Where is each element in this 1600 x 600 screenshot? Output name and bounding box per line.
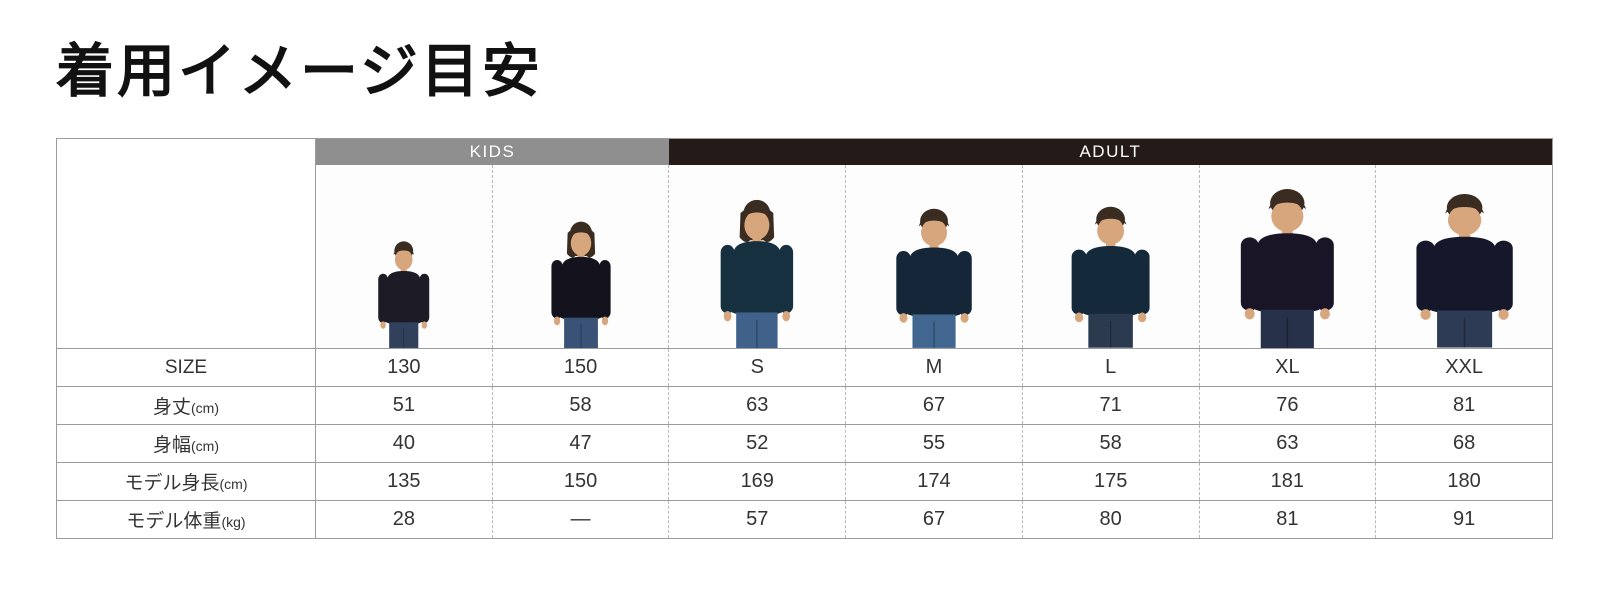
model-photo-row [56,164,1553,349]
model-figure-s [721,199,794,348]
size-chart-table: KIDS ADULT SIZE 130 150 S M L [56,138,1553,539]
model-photo-130 [315,164,493,349]
model-weight-row: モデル体重(kg) 28 — 57 67 80 81 91 [56,500,1553,539]
table-cell: 180 [1375,462,1553,501]
table-cell: 63 [1198,424,1376,463]
table-cell: 81 [1198,500,1376,539]
table-cell: S [668,348,846,387]
model-photo-xxl [1375,164,1553,349]
model-photo-xl [1198,164,1376,349]
body-length-row: 身丈(cm) 51 58 63 67 71 76 81 [56,386,1553,425]
model-figure-xxl [1415,194,1513,348]
model-figure-m [896,208,972,348]
row-label-model-height: モデル身長(cm) [56,462,316,501]
table-cell: 91 [1375,500,1553,539]
table-cell: 58 [1021,424,1200,463]
table-cell: 55 [845,424,1023,463]
table-cell: 63 [668,386,846,425]
table-cell: 169 [668,462,846,501]
table-cell: 47 [491,424,669,463]
model-figure-l [1071,207,1150,348]
model-photo-m [845,164,1023,349]
table-cell: 28 [315,500,493,539]
table-cell: 150 [491,348,669,387]
table-cell: 71 [1021,386,1200,425]
row-label-model-weight: モデル体重(kg) [56,500,316,539]
table-cell: 135 [315,462,493,501]
model-height-row: モデル身長(cm) 135 150 169 174 175 181 180 [56,462,1553,501]
model-figure-130 [378,241,430,348]
table-cell: 81 [1375,386,1553,425]
table-cell: 58 [491,386,669,425]
table-cell: 51 [315,386,493,425]
table-cell: 174 [845,462,1023,501]
table-cell: 40 [315,424,493,463]
row-label-body-width: 身幅(cm) [56,424,316,463]
corner-cell [56,138,316,165]
table-cell: 130 [315,348,493,387]
size-row: SIZE 130 150 S M L XL XXL [56,348,1553,387]
table-cell: M [845,348,1023,387]
table-cell: 68 [1375,424,1553,463]
kids-group-header: KIDS [315,138,669,165]
table-cell: L [1021,348,1200,387]
table-cell: 150 [491,462,669,501]
table-cell: XL [1198,348,1376,387]
table-cell: 76 [1198,386,1376,425]
table-cell: 181 [1198,462,1376,501]
model-figure-150 [550,221,611,348]
table-cell: 57 [668,500,846,539]
adult-group-header: ADULT [668,138,1553,165]
body-width-row: 身幅(cm) 40 47 52 55 58 63 68 [56,424,1553,463]
row-label-body-length: 身丈(cm) [56,386,316,425]
model-photo-150 [491,164,669,349]
row-label-size: SIZE [56,348,316,387]
table-cell: 80 [1021,500,1200,539]
photo-row-empty-cell [56,164,316,349]
table-cell: 67 [845,386,1023,425]
model-figure-xl [1240,188,1334,348]
group-header-row: KIDS ADULT [56,138,1553,165]
model-photo-l [1021,164,1200,349]
table-cell: 175 [1021,462,1200,501]
table-cell: XXL [1375,348,1553,387]
model-photo-s [668,164,846,349]
table-cell: 67 [845,500,1023,539]
table-cell: — [491,500,669,539]
table-cell: 52 [668,424,846,463]
page-title: 着用イメージ目安 [56,39,543,104]
